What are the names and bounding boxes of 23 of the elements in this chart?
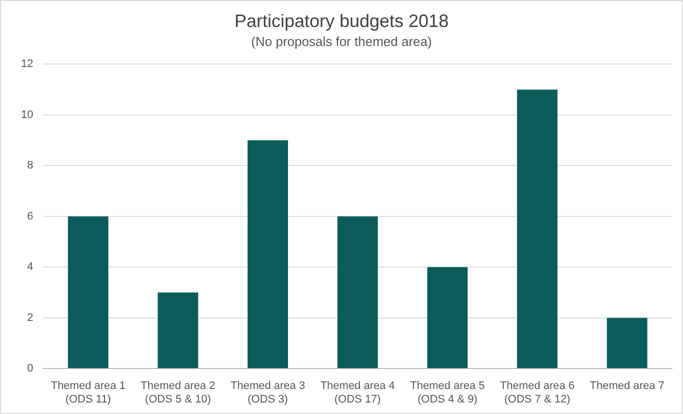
x-tick-label: Themed area 6 (ODS 7 & 12) — [500, 380, 575, 406]
x-tick-label: Themed area 2 (ODS 5 & 10) — [140, 380, 216, 406]
x-tick-label: Themed area 4 (ODS 17) — [320, 380, 395, 406]
x-tick-label: Themed area 7 — [590, 380, 664, 392]
bar — [606, 318, 648, 368]
x-tick-label: Themed area 1 (ODS 11) — [50, 380, 126, 406]
y-tick-label: 8 — [27, 160, 34, 172]
y-tick-label: 0 — [27, 362, 34, 375]
y-tick-label: 4 — [27, 261, 34, 274]
bar — [517, 90, 558, 368]
bar — [158, 292, 198, 368]
bar — [337, 216, 378, 368]
y-tick-label: 2 — [27, 312, 34, 324]
y-tick-label: 12 — [20, 58, 34, 70]
bar — [68, 216, 108, 368]
chart-subtitle: (No proposals for themed area) — [251, 34, 432, 49]
chart-title: Participatory budgets 2018 — [234, 10, 449, 31]
y-tick-label: 6 — [27, 210, 34, 222]
x-tick-label: Themed area 3 (ODS 3) — [230, 380, 306, 406]
bar — [248, 140, 288, 368]
bar — [427, 267, 468, 368]
x-tick-label: Themed area 5 (ODS 4 & 9) — [410, 380, 485, 406]
y-tick-label: 10 — [20, 108, 34, 121]
